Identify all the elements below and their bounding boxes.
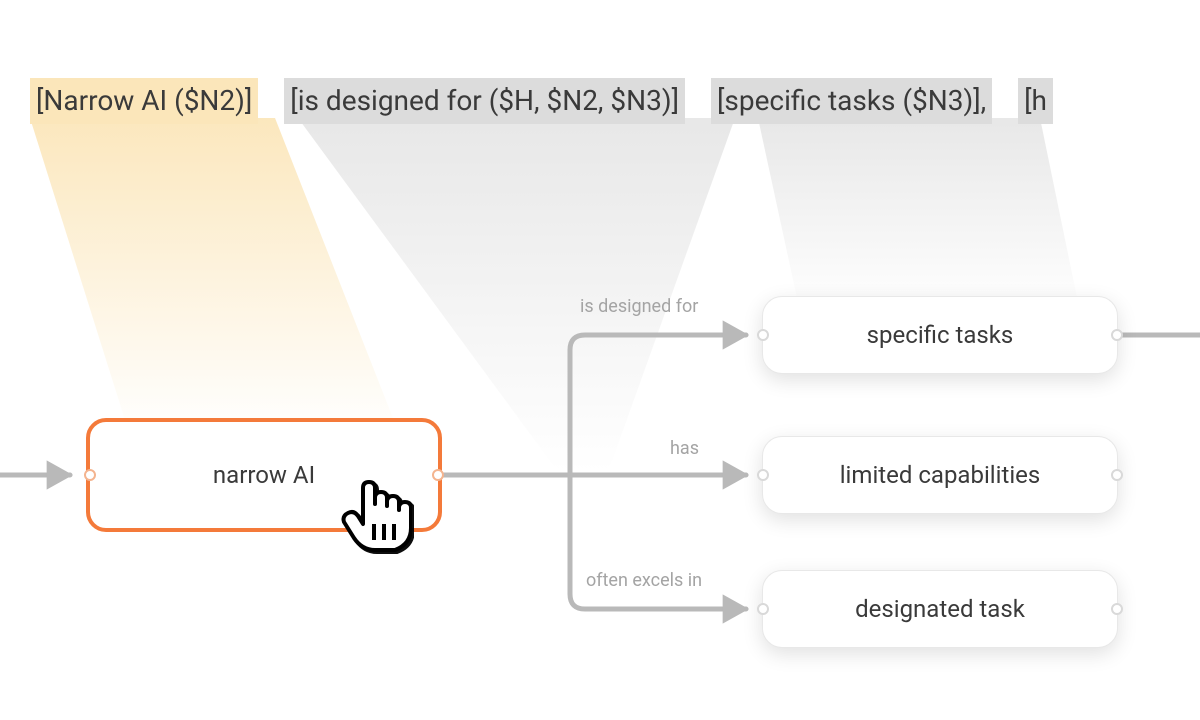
beam-t1-n0 [30, 118, 400, 436]
token-specific-tasks[interactable]: [specific tasks ($N3)], [711, 78, 992, 124]
port-in-icon[interactable] [757, 329, 769, 341]
edge-label-is-designed-for: is designed for [580, 296, 698, 317]
node-specific-tasks[interactable]: specific tasks [762, 296, 1118, 374]
cursor-pointer-icon [340, 478, 412, 556]
node-designated-task[interactable]: designated task [762, 570, 1118, 648]
token-narrow-ai[interactable]: [Narrow AI ($N2)] [30, 78, 258, 124]
node-label: specific tasks [867, 321, 1014, 349]
token-row: [Narrow AI ($N2)] [is designed for ($H, … [0, 78, 1200, 124]
port-in-icon[interactable] [757, 469, 769, 481]
node-label: narrow AI [213, 461, 315, 489]
port-in-icon[interactable] [757, 603, 769, 615]
edge-n0-n1 [570, 335, 746, 475]
node-label: limited capabilities [840, 461, 1041, 489]
beam-t3-n1 [758, 118, 1080, 312]
node-label: designated task [855, 595, 1025, 623]
port-out-icon[interactable] [432, 469, 444, 481]
port-out-icon[interactable] [1111, 469, 1123, 481]
port-out-icon[interactable] [1111, 603, 1123, 615]
port-out-icon[interactable] [1111, 329, 1123, 341]
port-in-icon[interactable] [84, 469, 96, 481]
edge-label-has: has [670, 438, 699, 459]
token-overflow[interactable]: [h [1018, 78, 1053, 124]
node-limited-capabilities[interactable]: limited capabilities [762, 436, 1118, 514]
edge-label-often-excels-in: often excels in [586, 570, 702, 591]
token-is-designed-for[interactable]: [is designed for ($H, $N2, $N3)] [284, 78, 685, 124]
